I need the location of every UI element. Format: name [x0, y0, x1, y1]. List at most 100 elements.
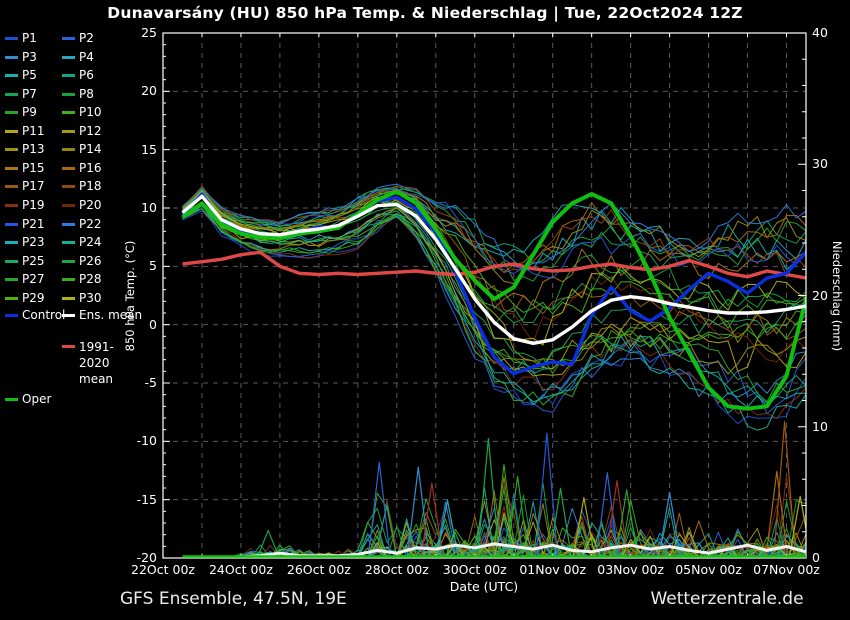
legend-row-members: P25 P26 — [5, 252, 119, 271]
legend-label-control: Control — [22, 308, 66, 322]
legend-label-p11: P11 — [22, 123, 45, 138]
legend-label-p19: P19 — [22, 197, 45, 212]
legend-swatch-p20 — [62, 203, 75, 207]
temp-tick-label: 5 — [149, 258, 157, 274]
legend-row-members: P11 P12 — [5, 122, 119, 141]
legend-row-members: P13 P14 — [5, 140, 119, 159]
legend-swatch-p19 — [5, 203, 18, 207]
legend-swatch-p17 — [5, 185, 18, 189]
legend-row-members: P7 P8 — [5, 85, 119, 104]
legend-swatch-p10 — [62, 111, 75, 115]
precip-tick-label: 10 — [812, 418, 828, 434]
legend-label-p18: P18 — [79, 179, 102, 194]
footer-model-info: GFS Ensemble, 47.5N, 19E — [120, 589, 347, 609]
legend-row-members: P3 P4 — [5, 48, 119, 67]
legend-swatch-p16 — [62, 166, 75, 170]
date-tick-label: 03Nov 00z — [597, 562, 664, 577]
legend-row-members: P17 P18 — [5, 177, 119, 196]
legend-row-members: P9 P10 — [5, 103, 119, 122]
legend-label-p13: P13 — [22, 142, 45, 157]
legend-label-p1: P1 — [22, 31, 37, 45]
legend-label-p28: P28 — [79, 272, 102, 287]
legend-row-members: P29 P30 — [5, 289, 119, 308]
legend-swatch-p11 — [5, 129, 18, 133]
date-tick-label: 01Nov 00z — [519, 562, 587, 577]
legend-label-p20: P20 — [79, 197, 102, 212]
legend-swatch-p6 — [62, 74, 75, 78]
legend-swatch-p30 — [62, 296, 75, 300]
legend: Control Ens. mean 1991-2020 mean Oper P1… — [5, 29, 165, 429]
legend-label-p9: P9 — [22, 105, 37, 120]
date-tick-label: 28Oct 00z — [364, 562, 429, 577]
temp-tick-label: 25 — [141, 25, 157, 40]
legend-swatch-p26 — [62, 259, 75, 263]
legend-swatch-p4 — [62, 55, 75, 59]
precip-tick-label: 30 — [812, 156, 828, 172]
legend-row-members: P19 P20 — [5, 196, 119, 215]
precip-tick-label: 0 — [812, 550, 820, 565]
legend-row-oper: Oper — [5, 390, 62, 409]
legend-label-clim-mean: 1991-2020 mean — [79, 340, 114, 386]
legend-label-p24: P24 — [79, 235, 102, 250]
legend-swatch-p13 — [5, 148, 18, 152]
legend-label-p8: P8 — [79, 86, 94, 101]
legend-label-ens-mean: Ens. mean — [79, 308, 143, 322]
temp-tick-label: -5 — [144, 375, 157, 390]
legend-swatch-p7 — [5, 92, 18, 96]
legend-swatch-p5 — [5, 74, 18, 78]
legend-swatch-p28 — [62, 278, 75, 282]
legend-label-p22: P22 — [79, 216, 102, 231]
legend-swatch-p2 — [62, 37, 75, 40]
legend-label-p14: P14 — [79, 142, 102, 157]
footer-brand: Wetterzentrale.de — [650, 589, 804, 609]
legend-row-members: P21 P22 — [5, 215, 119, 234]
legend-swatch-p23 — [5, 241, 18, 245]
legend-label-p26: P26 — [79, 253, 102, 268]
date-tick-label: 26Oct 00z — [286, 562, 351, 577]
legend-label-p16: P16 — [79, 160, 102, 175]
ens-mean-line-swatch — [62, 314, 75, 317]
key-series-lines — [181, 189, 806, 411]
precip-reference-lines — [182, 542, 806, 558]
chart-title: Dunavarsány (HU) 850 hPa Temp. & Nieders… — [107, 4, 743, 22]
temp-tick-label: 0 — [149, 316, 157, 332]
legend-swatch-p1 — [5, 37, 18, 40]
legend-label-p12: P12 — [79, 123, 102, 138]
legend-label-p30: P30 — [79, 290, 102, 305]
legend-label-p2: P2 — [79, 31, 94, 45]
legend-swatch-p9 — [5, 111, 18, 115]
legend-label-p3: P3 — [22, 49, 37, 64]
date-tick-label: 24Oct 00z — [208, 562, 273, 577]
legend-row-members: P5 P6 — [5, 66, 119, 85]
legend-row-members: P1 P2 — [5, 29, 119, 48]
date-tick-label: 22Oct 00z — [131, 562, 195, 577]
date-tick-label: 30Oct 00z — [442, 562, 507, 577]
legend-swatch-p15 — [5, 166, 18, 170]
temp-tick-label: -15 — [136, 491, 157, 507]
legend-swatch-p22 — [62, 222, 75, 226]
legend-swatch-p12 — [62, 129, 75, 133]
date-tick-label: 07Nov 00z — [753, 562, 820, 577]
legend-row-members: P15 P16 — [5, 159, 119, 178]
legend-row-control-mean: Control Ens. mean — [5, 306, 142, 325]
legend-label-p25: P25 — [22, 253, 45, 268]
precip-tick-label: 40 — [812, 25, 828, 40]
legend-swatch-p29 — [5, 296, 18, 300]
legend-swatch-p27 — [5, 278, 18, 282]
clim-mean-line-swatch — [62, 345, 75, 348]
oper-line-swatch — [5, 398, 18, 401]
legend-swatch-p24 — [62, 241, 75, 245]
legend-swatch-p3 — [5, 55, 18, 59]
legend-label-p29: P29 — [22, 290, 45, 305]
legend-label-oper: Oper — [22, 392, 52, 406]
precip-tick-label: 20 — [812, 287, 828, 303]
temp-tick-label: -20 — [136, 550, 157, 565]
legend-label-p27: P27 — [22, 272, 45, 287]
legend-row-members: P27 P28 — [5, 270, 119, 289]
temp-tick-label: 10 — [141, 200, 157, 215]
legend-row-members: P23 P24 — [5, 233, 119, 252]
legend-row-clim-mean: 1991-2020 mean — [5, 340, 119, 386]
legend-label-p6: P6 — [79, 68, 94, 83]
